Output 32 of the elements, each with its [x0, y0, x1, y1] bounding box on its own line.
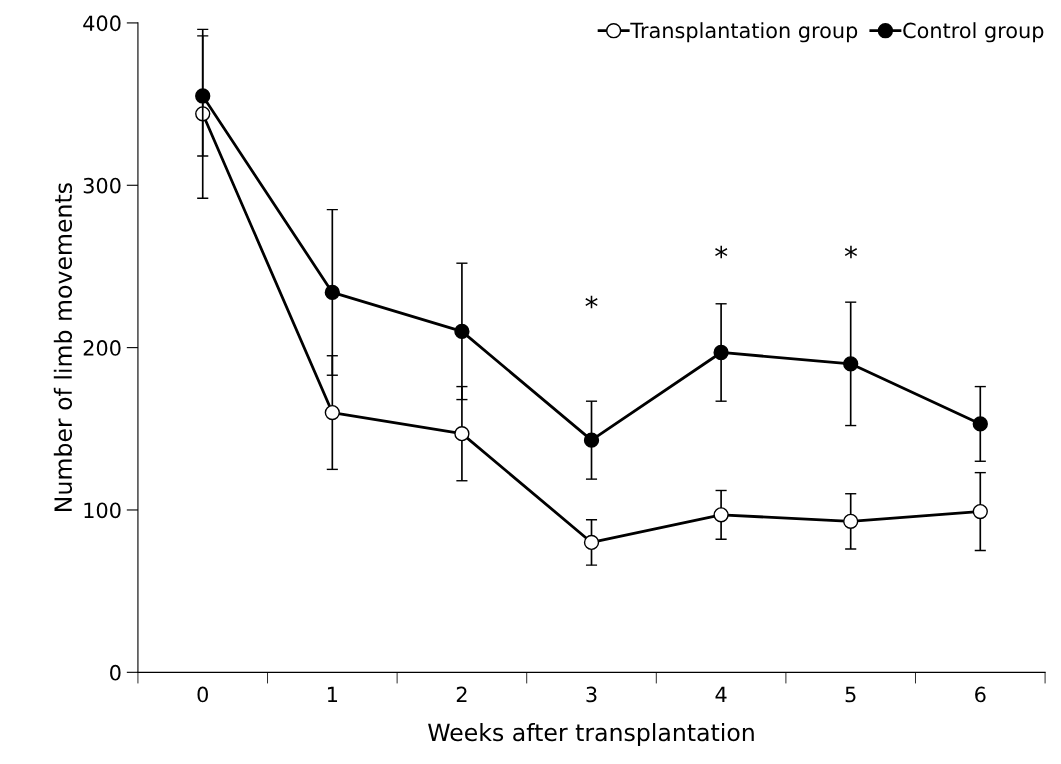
- x-tick-label: 5: [845, 686, 856, 703]
- x-axis-title: Weeks after transplantation: [428, 723, 754, 746]
- x-tick-label: 4: [715, 686, 727, 703]
- point: [454, 323, 470, 340]
- point: [195, 88, 211, 104]
- point: [324, 284, 340, 301]
- x-tick-label: 2: [456, 686, 467, 703]
- y-tick-label: 300: [83, 177, 121, 194]
- point: [843, 356, 859, 372]
- point: [713, 507, 729, 523]
- annotation: *: [585, 295, 598, 309]
- point: [583, 432, 600, 448]
- legend-label: Control group: [903, 22, 1044, 43]
- point: [324, 404, 340, 421]
- y-tick-label: 400: [83, 15, 121, 32]
- y-tick-label: 100: [84, 502, 121, 519]
- point: [713, 344, 729, 361]
- point: [454, 426, 470, 442]
- legend-label: Transplantation group: [630, 22, 858, 43]
- x-tick-label: 6: [975, 686, 986, 703]
- point: [972, 503, 988, 520]
- x-tick-label: 1: [327, 686, 338, 703]
- annotation: *: [715, 245, 728, 259]
- point: [972, 416, 988, 432]
- x-tick-label: 0: [197, 686, 208, 703]
- annotation: *: [844, 245, 858, 259]
- y-tick-label: 200: [83, 340, 121, 356]
- point: [843, 513, 859, 529]
- x-tick-label: 3: [586, 686, 597, 703]
- y-axis-title: Number of limb movements: [53, 183, 73, 511]
- y-tick-label: 0: [110, 664, 121, 681]
- point: [583, 534, 600, 551]
